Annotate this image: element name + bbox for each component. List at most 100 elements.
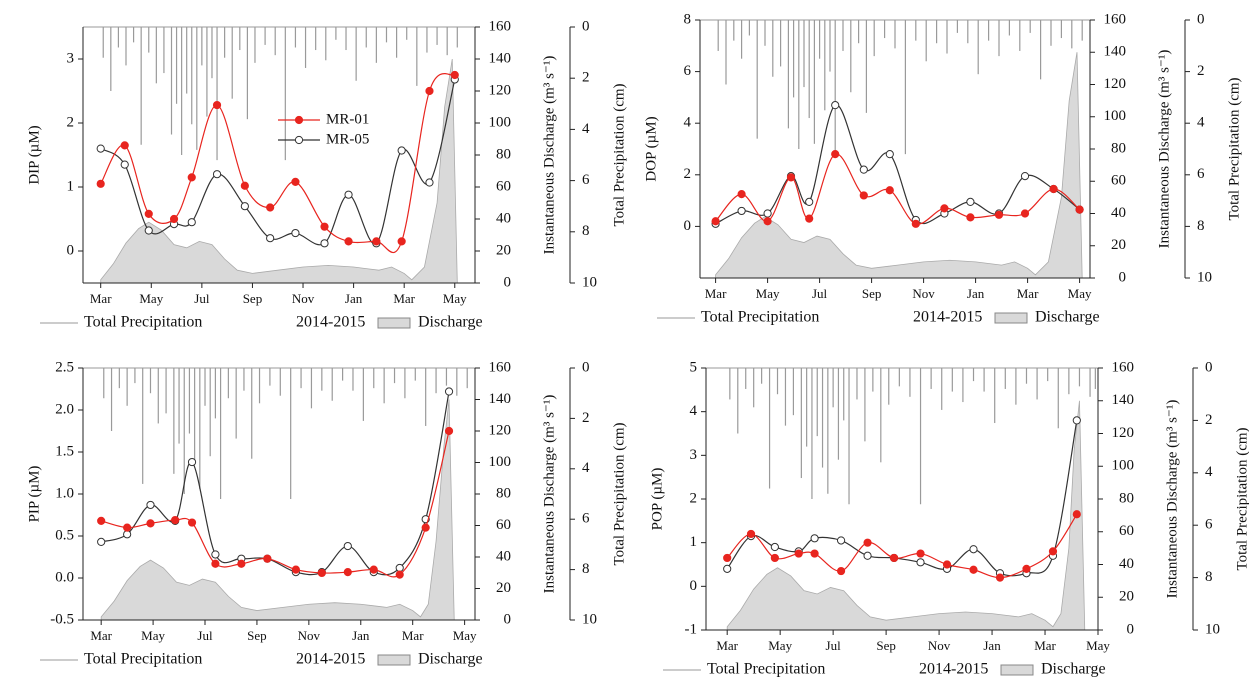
data-point xyxy=(96,179,105,188)
legend-swatch xyxy=(377,317,411,329)
x-tick-label: Sep xyxy=(862,286,882,301)
x-tick-label: Jan xyxy=(345,291,363,306)
data-point xyxy=(942,560,952,569)
y3-tick-label: 2 xyxy=(582,410,590,426)
y-tick-label: 2 xyxy=(684,166,692,182)
legend-label: Total Precipitation xyxy=(707,661,825,678)
x-tick-label: Mar xyxy=(393,291,415,306)
y3-tick-label: 4 xyxy=(1197,115,1205,131)
data-point xyxy=(1072,510,1081,519)
data-point xyxy=(1049,184,1058,194)
y3-tick-label: 10 xyxy=(582,274,597,290)
data-point xyxy=(425,86,434,96)
data-point xyxy=(291,177,300,186)
data-point xyxy=(397,146,406,155)
data-point xyxy=(723,564,732,573)
data-point xyxy=(786,173,796,182)
y2-tick-label: 140 xyxy=(489,391,512,407)
y3-tick-label: 6 xyxy=(1205,517,1213,533)
data-point xyxy=(266,234,275,243)
y2-axis-label: Instantaneous Discharge (m³ s⁻¹) xyxy=(1156,50,1172,249)
y-tick-label: 3 xyxy=(690,447,698,463)
y2-tick-label: 40 xyxy=(496,210,511,226)
y-tick-label: 2 xyxy=(67,114,75,130)
x-tick-label: Mar xyxy=(90,291,112,306)
y-tick-label: 5 xyxy=(690,359,698,375)
y3-tick-label: 8 xyxy=(582,223,590,239)
legend-label: Total Precipitation xyxy=(84,651,202,668)
x-tick-label: Mar xyxy=(716,638,738,653)
y-axis-label: POP (µM) xyxy=(649,468,665,531)
y-tick-label: 1 xyxy=(690,534,698,550)
x-tick-label: Jan xyxy=(983,638,1001,653)
legend-label: MR-05 xyxy=(326,131,369,147)
y2-tick-label: 20 xyxy=(1111,237,1126,253)
data-point xyxy=(831,101,840,110)
data-point xyxy=(291,565,300,574)
y3-tick-label: 6 xyxy=(582,511,590,527)
data-point xyxy=(763,209,772,218)
data-point xyxy=(317,568,326,578)
data-point xyxy=(885,150,894,159)
data-point xyxy=(237,559,246,568)
data-point xyxy=(123,530,132,539)
data-point xyxy=(395,570,404,579)
y3-tick-label: 0 xyxy=(1205,359,1213,375)
y2-tick-label: 160 xyxy=(1112,359,1135,375)
y2-tick-label: 100 xyxy=(489,454,512,470)
y2-tick-label: 60 xyxy=(1119,523,1134,539)
y2-tick-label: 0 xyxy=(1119,269,1127,285)
data-point xyxy=(746,529,756,539)
x-tick-label: Sep xyxy=(247,628,267,643)
y2-tick-label: 160 xyxy=(489,18,512,34)
data-point xyxy=(450,70,459,80)
y-tick-label: -0.5 xyxy=(50,611,74,627)
y2-tick-label: 60 xyxy=(496,517,511,533)
y2-tick-label: 60 xyxy=(496,178,511,194)
y-tick-label: 0 xyxy=(684,218,692,234)
y3-tick-label: 6 xyxy=(582,172,590,188)
y-axis-label: PIP (µM) xyxy=(26,466,42,523)
legend-label: Discharge xyxy=(418,314,483,331)
legend-marker xyxy=(294,115,304,125)
x-tick-label: Mar xyxy=(402,628,424,643)
y2-tick-label: 100 xyxy=(489,114,512,130)
x-tick-label: May xyxy=(768,638,792,653)
series-line xyxy=(715,104,1080,225)
data-point xyxy=(97,537,106,546)
data-point xyxy=(810,549,819,558)
data-point xyxy=(859,165,868,174)
y-tick-label: 2 xyxy=(690,490,698,506)
y3-axis-label: Total Precipitation (cm) xyxy=(1234,427,1249,570)
data-point xyxy=(291,228,300,238)
data-point xyxy=(144,209,153,218)
discharge-area xyxy=(726,400,1086,631)
x-tick-label: May xyxy=(141,628,165,643)
data-point xyxy=(794,549,803,558)
data-point xyxy=(444,387,454,396)
data-point xyxy=(911,219,920,228)
y-tick-label: 2.5 xyxy=(55,359,74,375)
data-point xyxy=(96,144,105,153)
y3-tick-label: 6 xyxy=(1197,166,1205,182)
y-tick-label: -1 xyxy=(685,621,698,637)
data-point xyxy=(805,214,814,223)
data-point xyxy=(123,523,132,532)
data-point xyxy=(1020,171,1030,181)
x-tick-label: May xyxy=(756,286,780,301)
data-point xyxy=(966,197,975,206)
data-point xyxy=(146,519,155,528)
legend-label: Discharge xyxy=(1035,309,1100,326)
y2-tick-label: 120 xyxy=(489,422,512,438)
discharge-area xyxy=(100,58,458,284)
y2-tick-label: 100 xyxy=(1112,458,1135,474)
y2-tick-label: 120 xyxy=(489,82,512,98)
y2-tick-label: 0 xyxy=(504,611,512,627)
y2-tick-label: 100 xyxy=(1104,108,1127,124)
x-tick-label: Mar xyxy=(1017,286,1039,301)
y-tick-label: 1.5 xyxy=(55,443,74,459)
y-tick-label: 1 xyxy=(67,178,75,194)
y3-tick-label: 4 xyxy=(582,121,590,137)
series-line xyxy=(101,391,450,576)
data-point xyxy=(711,217,720,226)
